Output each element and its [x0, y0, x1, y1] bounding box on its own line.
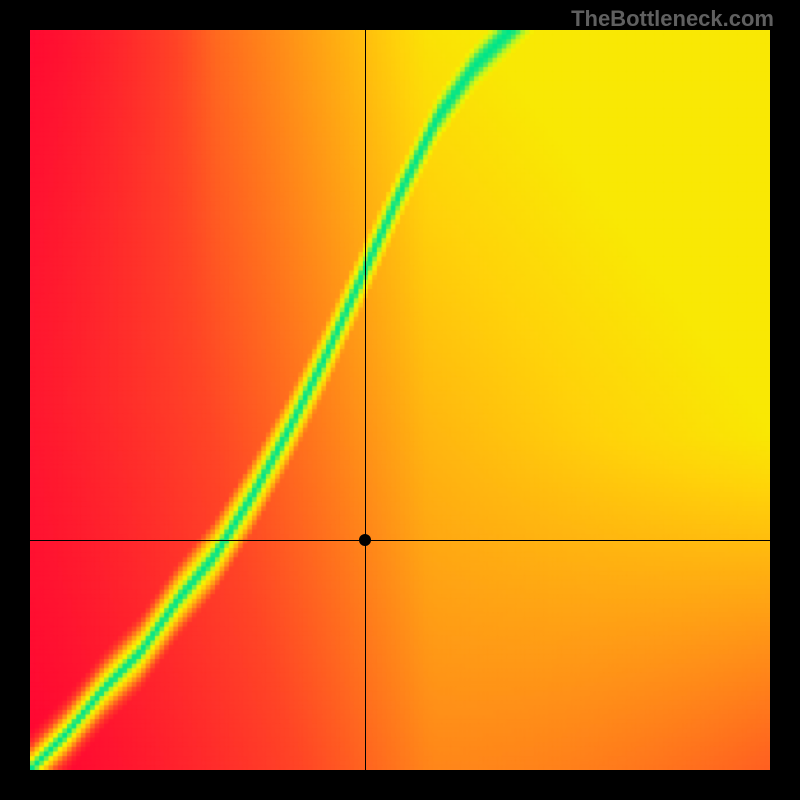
crosshair-horizontal [30, 540, 770, 541]
heatmap-plot [30, 30, 770, 770]
crosshair-vertical [365, 30, 366, 770]
watermark-text: TheBottleneck.com [571, 6, 774, 32]
heatmap-canvas [30, 30, 770, 770]
data-point-marker [359, 534, 371, 546]
